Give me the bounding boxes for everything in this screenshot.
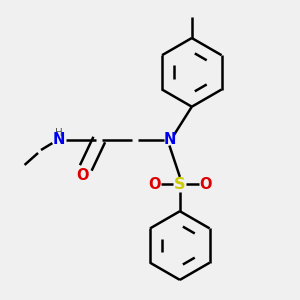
- Text: O: O: [148, 177, 161, 192]
- Text: O: O: [199, 177, 211, 192]
- Text: N: N: [53, 132, 65, 147]
- Text: O: O: [76, 168, 89, 183]
- Text: N: N: [163, 132, 176, 147]
- Text: S: S: [174, 177, 186, 192]
- Text: H: H: [55, 128, 63, 138]
